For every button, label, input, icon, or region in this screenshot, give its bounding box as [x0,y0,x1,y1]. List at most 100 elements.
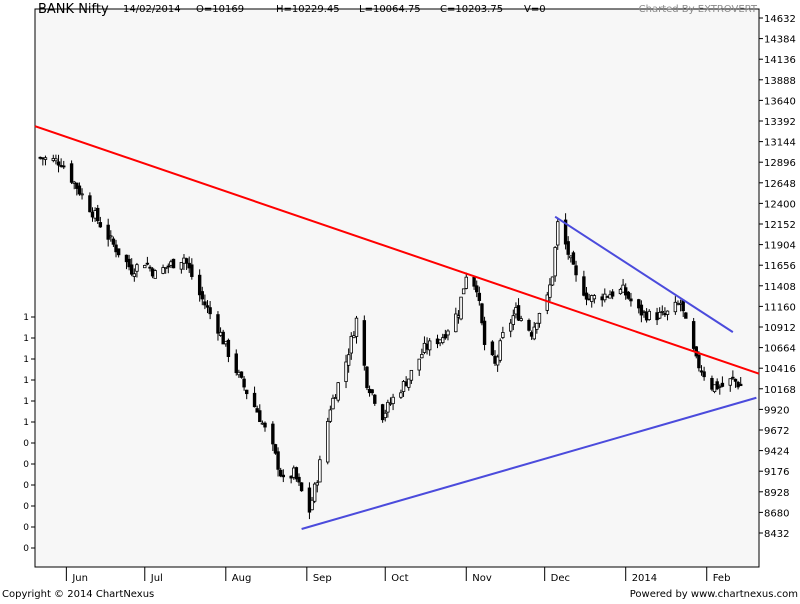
candlestick [550,276,555,286]
header-open: O=10169 [196,4,244,15]
candle-body [310,499,314,511]
candlestick [135,262,139,278]
candle-body [409,369,414,381]
candlestick [697,351,701,372]
candlestick [171,258,176,269]
candle-body [401,381,406,392]
chart-title: BANK Nifty [38,2,109,17]
candle-body [43,157,48,160]
candle-body [328,409,333,422]
candlestick [482,316,487,351]
candle-body [354,317,359,337]
candle-body [96,207,100,222]
candle-body [425,343,429,350]
candlestick [702,366,706,381]
x-tick-label: Sep [313,573,332,584]
candlestick [245,389,249,400]
candle-body [184,258,189,264]
plot-area [34,8,760,568]
candle-body [655,312,659,321]
candle-body [150,268,155,277]
y-tick-label: 9920 [764,405,789,416]
candle-body [208,307,212,315]
candlestick [629,292,633,307]
y-tick-label: 11408 [764,282,796,293]
candlestick [508,318,513,338]
candle-body [728,378,732,386]
candle-body [490,341,495,356]
candlestick [712,384,717,394]
candle-body [109,235,113,238]
candle-body [90,211,95,218]
candle-body [642,311,646,313]
candle-body [258,410,262,423]
candlestick [62,160,66,170]
candle-body [124,254,129,263]
candlestick [239,371,244,379]
candle-body [373,394,377,404]
candle-body [278,469,283,477]
candlestick [532,321,536,341]
candle-body [582,276,586,296]
candlestick [718,384,722,395]
candlestick [380,403,385,423]
candle-body [574,265,578,276]
candle-body [294,467,299,480]
y-tick-label: 13888 [764,76,796,87]
candlestick [130,258,134,277]
candle-body [475,285,479,293]
candle-body [420,354,424,359]
candle-body [289,475,293,479]
candlestick [109,230,113,242]
candlestick [242,376,246,391]
candle-body [349,336,353,354]
left-tick-label: 0 [23,439,29,449]
candle-body [153,270,157,279]
trendline-1 [34,125,760,375]
candle-body [62,165,66,168]
candle-body [495,356,500,366]
candlestick [647,309,651,321]
candlestick [281,469,286,483]
candle-body [114,244,118,253]
candlestick [349,332,353,360]
candlestick [610,289,615,300]
candle-body [166,265,170,268]
candle-body [715,381,719,390]
candlestick [399,389,403,399]
candle-body [454,313,458,333]
y-tick-label: 12152 [764,220,796,231]
candlestick [660,305,664,316]
candle-body [663,313,667,316]
candlestick [263,421,267,432]
candlestick [624,283,628,300]
candle-body [681,299,685,312]
candlestick [354,315,359,344]
candlestick [733,378,738,388]
candlestick [407,378,411,391]
candlestick [252,386,257,408]
candlestick [642,310,646,318]
candlestick [626,290,631,300]
candlestick [258,404,262,423]
candle-body [660,310,664,313]
candle-body [346,354,351,366]
candlestick [200,286,204,306]
candle-body [326,421,330,463]
candlestick [498,338,502,363]
candlestick [443,329,448,340]
candlestick [77,182,82,196]
candle-body [336,382,340,401]
candlestick [310,496,314,511]
candlestick [446,329,450,341]
candle-body [516,305,521,321]
candle-body [367,388,372,394]
candlestick [106,218,110,247]
candle-body [710,377,714,390]
candle-body [699,370,704,373]
candlestick [190,258,194,280]
candlestick [739,377,743,387]
candlestick [673,296,678,315]
candlestick [720,376,725,388]
